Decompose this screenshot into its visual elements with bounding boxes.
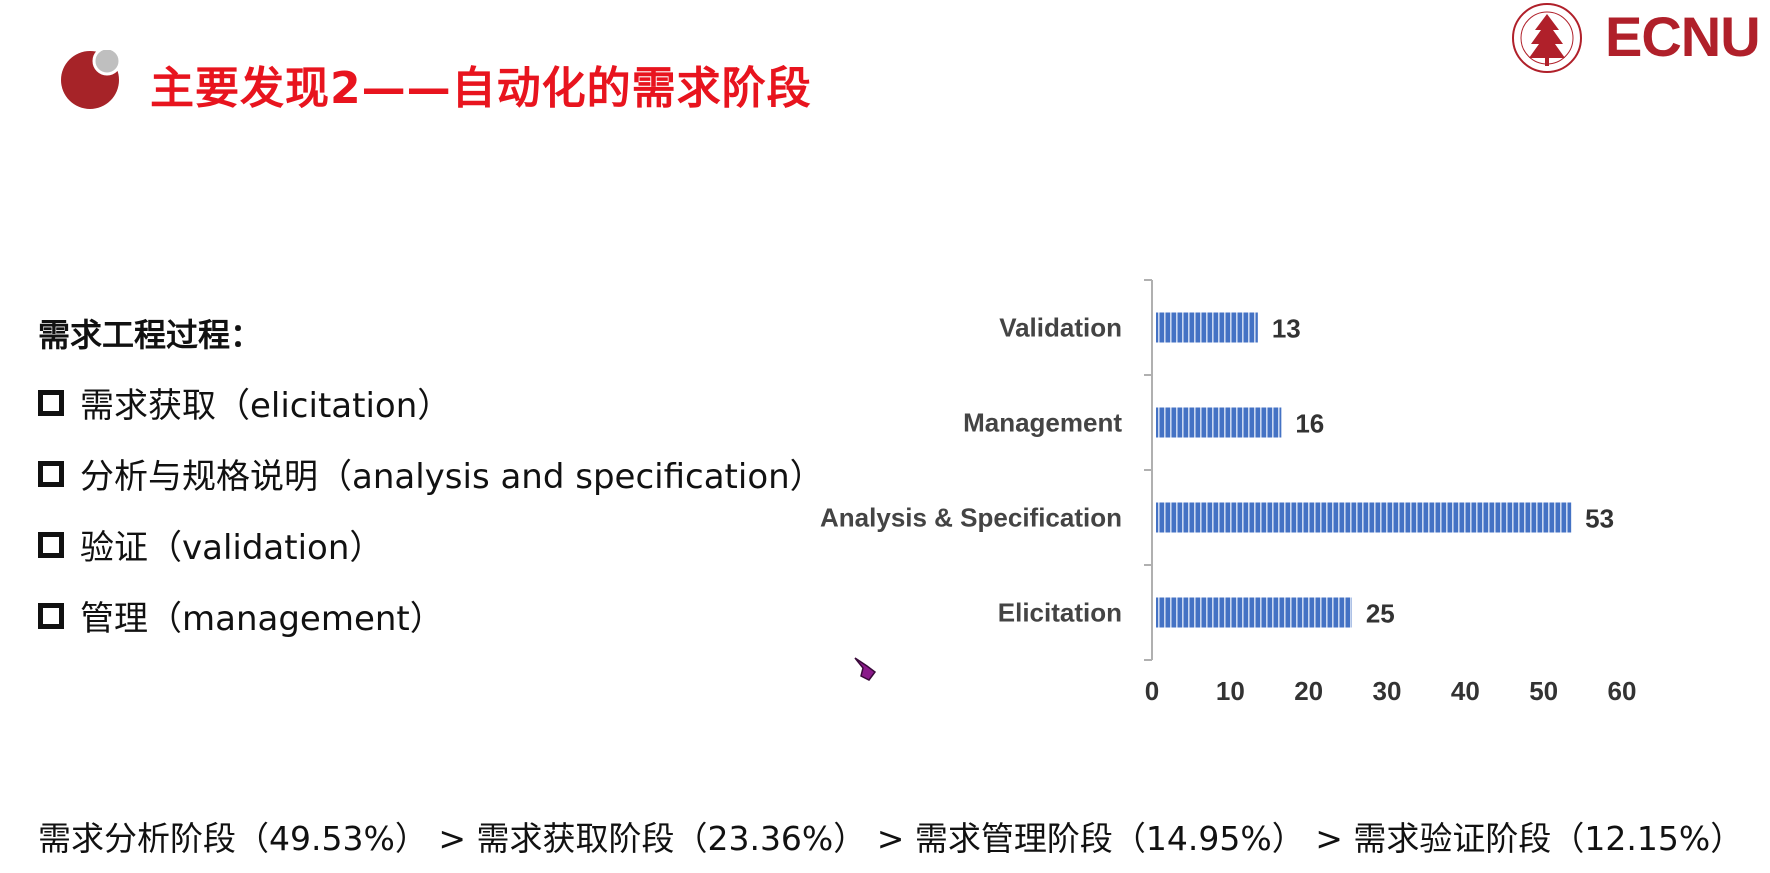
x-tick-label: 40 [1451,676,1480,706]
x-tick-label: 20 [1294,676,1323,706]
process-item-label: 管理（management） [80,599,444,639]
summary-text: 需求分析阶段（49.53%） > 需求获取阶段（23.36%） > 需求管理阶段… [38,819,1744,858]
checkbox-icon [38,389,64,416]
category-label: Management [963,408,1122,438]
ecnu-logo-icon [1512,3,1582,73]
x-tick-label: 10 [1216,676,1245,706]
title-bullet-icon [61,50,120,109]
data-label: 16 [1295,409,1324,439]
process-heading: 需求工程过程： [38,316,263,354]
checkbox-icon [38,531,64,558]
slide-title: 主要发现2——自动化的需求阶段 [150,63,812,114]
bar-chart: Validation 13 Management 16 Analysis & Speci… [820,279,1637,706]
process-item: 分析与规格说明（analysis and specification） [38,449,824,498]
pointer-cursor-icon [854,657,877,681]
data-label: 53 [1585,504,1614,534]
x-tick-label: 60 [1608,676,1637,706]
category-label: Analysis & Specification [820,503,1122,533]
bar [1156,502,1572,533]
x-tick-label: 30 [1373,676,1402,706]
checkbox-icon [38,460,64,487]
process-item-label: 验证（validation） [80,528,384,568]
data-label: 25 [1366,599,1395,629]
x-tick-label: 50 [1529,676,1558,706]
data-label: 13 [1272,314,1301,344]
bar [1156,312,1258,343]
process-list: 需求工程过程： 需求获取（elicitation） 分析与规格说明（analys… [38,310,824,662]
category-label: Elicitation [998,598,1122,628]
process-item: 管理（management） [38,591,824,640]
process-item-label: 分析与规格说明（analysis and specification） [80,457,824,497]
category-label: Validation [999,313,1122,343]
process-item: 验证（validation） [38,520,824,569]
x-tick-label: 0 [1145,676,1159,706]
checkbox-icon [38,602,64,629]
bar [1156,597,1352,628]
process-item-label: 需求获取（elicitation） [80,386,452,426]
process-item: 需求获取（elicitation） [38,378,824,427]
bar [1156,407,1282,438]
logo-text: ECNU [1605,5,1761,68]
